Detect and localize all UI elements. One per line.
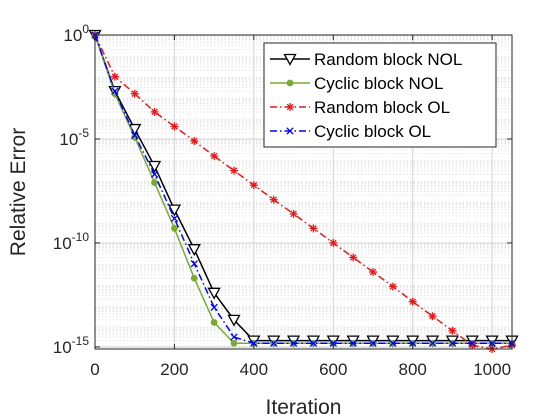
data-point — [147, 160, 162, 173]
data-point — [230, 333, 238, 341]
series-line — [94, 34, 512, 345]
data-point — [190, 274, 198, 282]
data-point — [131, 131, 139, 139]
data-point — [349, 253, 358, 262]
data-point — [150, 107, 159, 116]
legend-swatch-marker — [286, 103, 294, 111]
data-point — [207, 287, 221, 300]
y-tick-label: 10-10 — [53, 230, 90, 253]
y-axis-label: Relative Error — [7, 128, 30, 256]
x-tick-label: 200 — [160, 360, 188, 379]
data-point — [190, 260, 198, 268]
data-point — [270, 339, 278, 347]
data-point — [309, 339, 318, 347]
data-point — [151, 179, 158, 186]
x-axis-label: Iteration — [266, 396, 342, 419]
data-point — [428, 312, 437, 321]
data-point — [110, 72, 119, 81]
y-tick-label: 10-15 — [53, 334, 90, 357]
series-3 — [91, 31, 516, 347]
x-tick-label: 800 — [399, 360, 427, 379]
data-point — [408, 297, 417, 306]
x-tick-label: 1000 — [473, 360, 511, 379]
data-point — [210, 152, 219, 161]
data-point — [150, 170, 159, 178]
legend-swatch-marker — [286, 79, 294, 87]
data-point — [388, 282, 397, 291]
y-tick-label: 100 — [63, 22, 89, 45]
series-line — [94, 34, 512, 342]
data-point — [249, 181, 258, 190]
data-point — [369, 268, 377, 277]
data-point — [329, 339, 337, 347]
data-point — [171, 225, 178, 232]
data-point — [289, 339, 298, 347]
x-tick-label: 0 — [90, 360, 99, 379]
legend-label: Random block NOL — [314, 50, 462, 69]
data-point — [170, 122, 179, 131]
x-tick-label: 600 — [319, 360, 347, 379]
x-tick-label: 400 — [240, 360, 268, 379]
data-point — [170, 214, 179, 223]
legend-swatch-marker — [286, 127, 294, 135]
data-point — [210, 319, 218, 326]
data-point — [349, 339, 357, 347]
legend-entry: Cyclic block NOL — [270, 74, 443, 93]
data-point — [210, 303, 218, 312]
data-point — [130, 89, 139, 98]
data-point — [369, 339, 377, 347]
data-point — [190, 136, 199, 145]
series-line — [94, 34, 513, 350]
data-point — [329, 238, 338, 247]
data-point — [187, 244, 201, 257]
data-point — [230, 339, 238, 347]
data-point — [448, 339, 457, 347]
data-point — [389, 339, 397, 347]
data-point — [230, 166, 238, 175]
legend-entry: Cyclic block OL — [270, 122, 431, 141]
axes: 100 10-5 10-10 10-150 200 400 600 800 1000 — [53, 22, 513, 379]
y-tick-label: 10-5 — [59, 126, 89, 149]
data-point — [250, 339, 258, 347]
legend-entry: Random block NOL — [270, 50, 462, 69]
data-point — [448, 326, 457, 335]
legend-box — [263, 42, 497, 148]
data-point — [468, 339, 476, 347]
data-point — [289, 209, 298, 218]
data-point — [227, 314, 241, 327]
data-point — [269, 195, 278, 204]
data-point — [409, 339, 417, 347]
data-point — [111, 87, 119, 95]
legend-label: Cyclic block OL — [314, 122, 431, 141]
plot-frame — [94, 34, 513, 350]
legend-swatch-marker — [283, 53, 297, 66]
data-point — [428, 339, 437, 347]
data-point — [167, 204, 182, 217]
legend-entry: Random block OL — [270, 98, 450, 117]
legend-label: Random block OL — [314, 98, 450, 117]
data-point — [488, 339, 496, 347]
legend: Random block NOL Cyclic block NOL Random b… — [263, 42, 497, 148]
data-point — [309, 224, 318, 233]
legend-label: Cyclic block NOL — [314, 74, 443, 93]
